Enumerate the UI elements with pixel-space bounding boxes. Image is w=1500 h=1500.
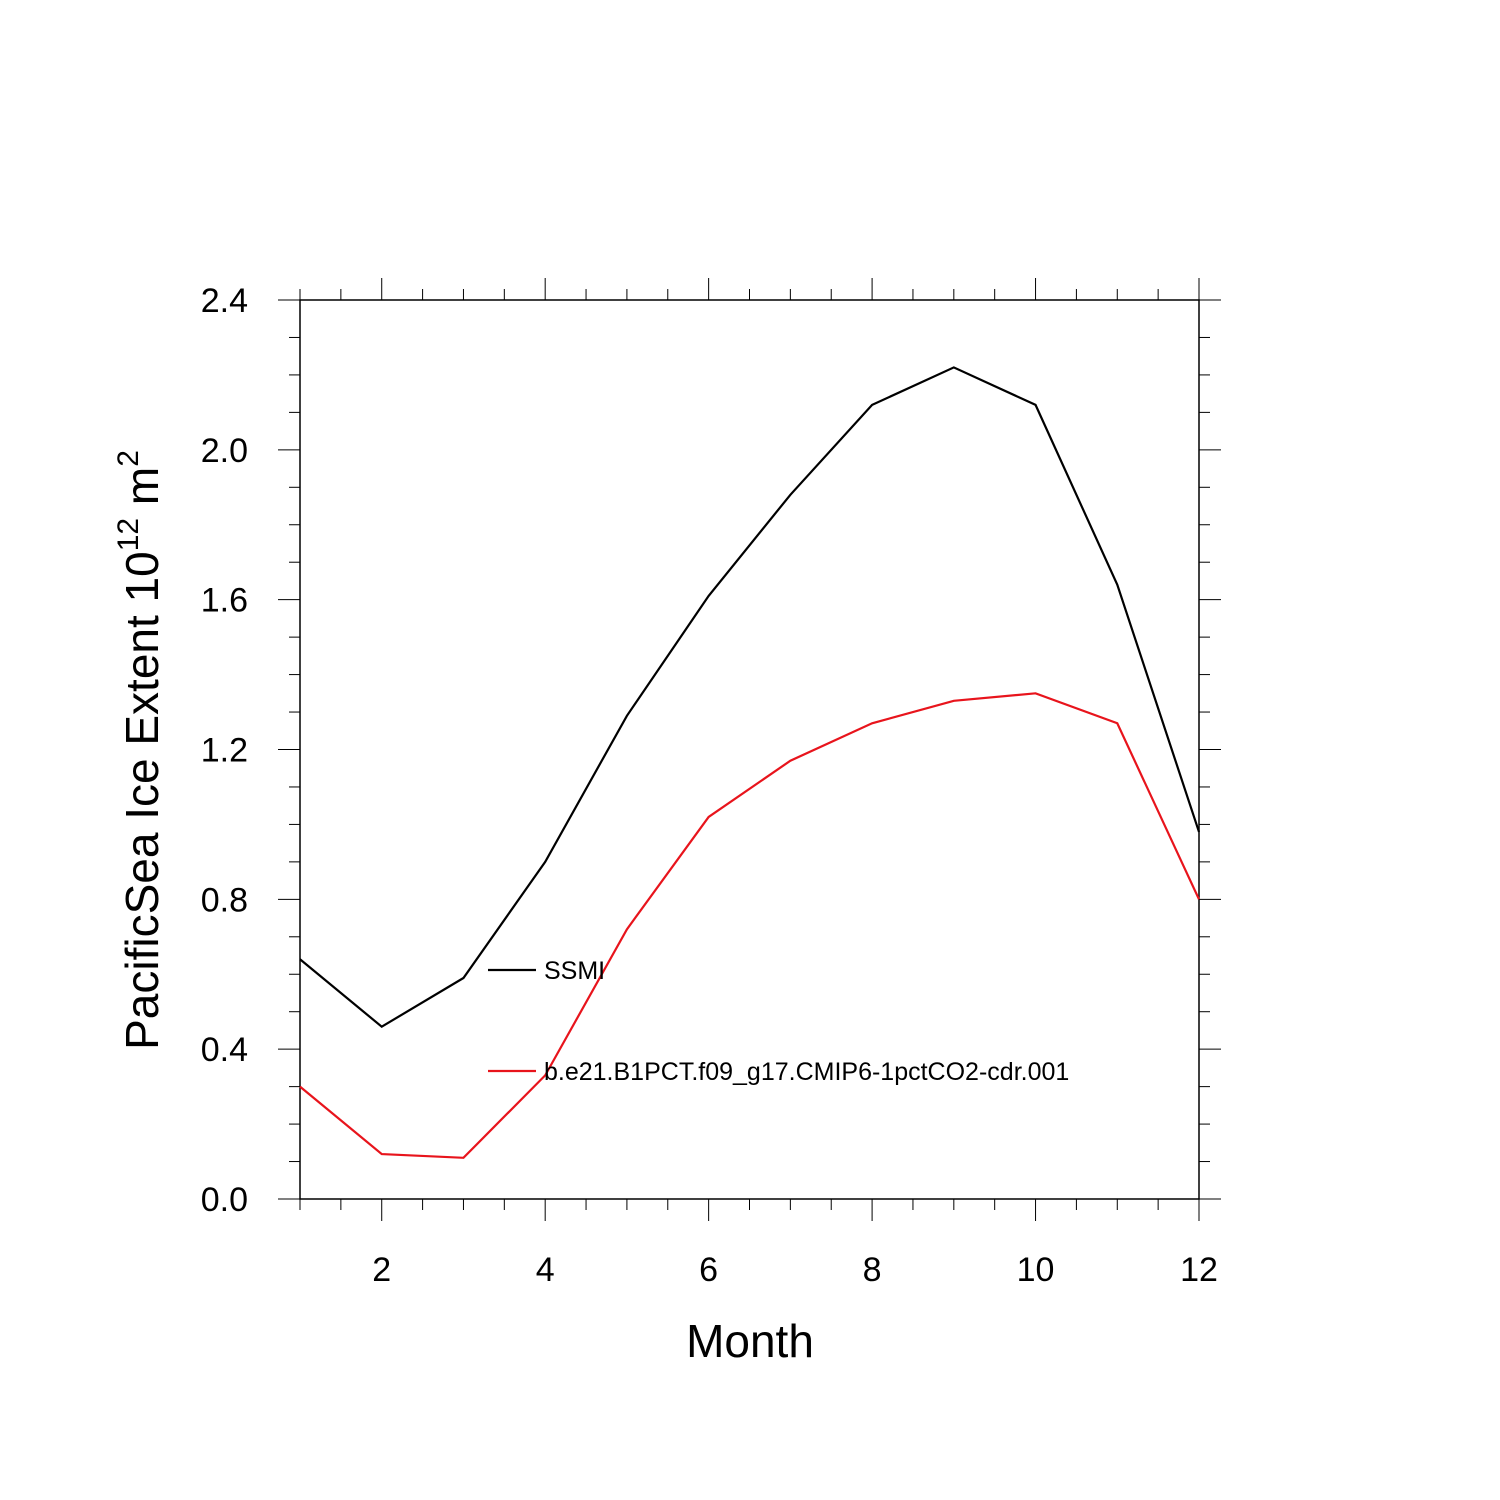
legend: SSMI b.e21.B1PCT.f09_g17.CMIP6-1pctCO2-cd… (488, 957, 1069, 1086)
x-tick-label: 10 (1017, 1251, 1055, 1289)
series-line-0 (299, 366, 1201, 1029)
y-tick-label: 0.4 (201, 1031, 248, 1069)
series-lines (299, 366, 1201, 1159)
x-axis-ticks: 2 4 6 8 10 12 (299, 278, 1218, 1289)
y-tick-label: 2.4 (201, 282, 248, 320)
x-tick-label: 12 (1180, 1251, 1218, 1289)
y-tick-label: 1.2 (201, 732, 248, 770)
y-axis-title: PacificSea Ice Extent 1012 m2 (112, 450, 168, 1050)
legend-label: SSMI (544, 957, 605, 985)
y-tick-label: 1.6 (201, 582, 248, 620)
x-axis-title: Month (686, 1315, 814, 1367)
x-tick-label: 2 (372, 1251, 391, 1289)
series-line-1 (299, 692, 1200, 1159)
x-tick-label: 4 (536, 1251, 555, 1289)
y-tick-label: 2.0 (201, 432, 248, 470)
x-tick-label: 6 (699, 1251, 718, 1289)
y-tick-label: 0.0 (201, 1181, 248, 1219)
y-axis-ticks: 0.0 0.4 0.8 1.2 1.6 2.0 2.4 (201, 282, 1221, 1219)
legend-label: b.e21.B1PCT.f09_g17.CMIP6-1pctCO2-cdr.00… (544, 1058, 1069, 1086)
x-tick-label: 8 (863, 1251, 882, 1289)
y-tick-label: 0.8 (201, 881, 248, 919)
